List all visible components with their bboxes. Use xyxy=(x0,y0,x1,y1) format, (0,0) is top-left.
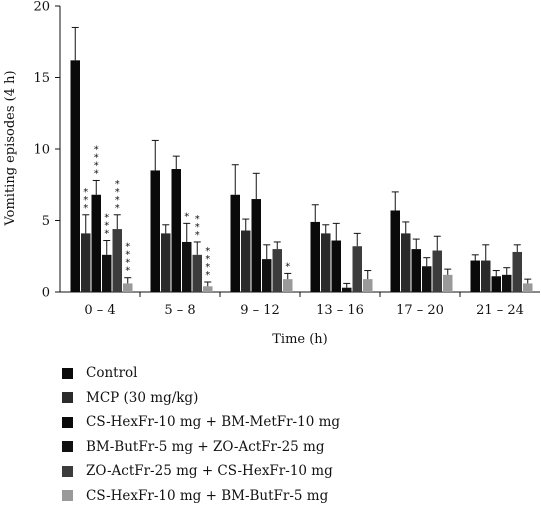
bar xyxy=(401,233,411,292)
legend-swatch xyxy=(62,441,73,452)
bar xyxy=(412,249,422,292)
bar xyxy=(492,276,502,292)
significance-marker: **** xyxy=(205,246,210,281)
x-axis-title: Time (h) xyxy=(272,332,328,347)
bar xyxy=(241,231,251,292)
bar xyxy=(481,261,491,292)
significance-marker: **** xyxy=(115,179,120,214)
bar xyxy=(422,266,432,292)
bar xyxy=(471,261,481,292)
bar xyxy=(161,233,171,292)
bar xyxy=(203,286,213,292)
significance-marker: *** xyxy=(104,213,109,240)
bar xyxy=(182,242,192,292)
legend-item: CS-HexFr-10 mg + BM-ButFr-5 mg xyxy=(62,484,340,508)
legend-item: BM-ButFr-5 mg + ZO-ActFr-25 mg xyxy=(62,435,340,460)
y-tick-label: 5 xyxy=(42,214,50,229)
legend-swatch xyxy=(62,392,73,403)
bar xyxy=(391,210,401,292)
legend-swatch xyxy=(62,466,73,477)
bar xyxy=(92,195,102,292)
legend-label: CS-HexFr-10 mg + BM-MetFr-10 mg xyxy=(86,414,340,430)
bar xyxy=(262,259,272,292)
bar xyxy=(342,288,352,292)
x-tick-label: 17 – 20 xyxy=(396,303,444,318)
legend-item: CS-HexFr-10 mg + BM-MetFr-10 mg xyxy=(62,410,340,435)
legend-label: CS-HexFr-10 mg + BM-ButFr-5 mg xyxy=(86,488,328,504)
legend-swatch xyxy=(62,490,73,501)
legend-label: ZO-ActFr-25 mg + CS-HexFr-10 mg xyxy=(86,463,333,479)
bar xyxy=(71,60,81,292)
bar xyxy=(332,241,342,292)
x-tick-label: 21 – 24 xyxy=(476,303,524,318)
significance-marker: * xyxy=(285,261,290,272)
bar xyxy=(151,170,161,292)
bar xyxy=(523,283,533,292)
legend-swatch xyxy=(62,417,73,428)
bar xyxy=(311,222,321,292)
bar xyxy=(502,275,512,292)
x-tick-label: 5 – 8 xyxy=(164,303,195,318)
significance-marker: *** xyxy=(195,214,200,241)
x-tick-label: 0 – 4 xyxy=(84,303,115,318)
bar xyxy=(433,251,443,292)
legend-label: Control xyxy=(86,365,137,381)
bar xyxy=(443,275,453,292)
legend-item: ZO-ActFr-25 mg + CS-HexFr-10 mg xyxy=(62,459,340,484)
legend-label: BM-ButFr-5 mg + ZO-ActFr-25 mg xyxy=(86,439,324,455)
x-tick-label: 13 – 16 xyxy=(316,303,364,318)
legend-item: Control xyxy=(62,361,340,386)
legend-label: MCP (30 mg/kg) xyxy=(86,390,198,406)
legend-swatch xyxy=(62,368,73,379)
bar xyxy=(321,233,331,292)
y-tick-label: 10 xyxy=(33,143,50,158)
significance-marker: *** xyxy=(83,187,88,214)
x-tick-label: 9 – 12 xyxy=(240,303,280,318)
bar xyxy=(283,279,293,292)
bar xyxy=(102,255,112,292)
bar xyxy=(513,252,523,292)
y-tick-label: 20 xyxy=(33,0,50,15)
bar xyxy=(81,233,91,292)
significance-marker: **** xyxy=(94,144,99,179)
y-tick-label: 15 xyxy=(33,71,50,86)
bar xyxy=(363,279,373,292)
bar xyxy=(252,199,262,292)
bar xyxy=(123,283,133,292)
bar xyxy=(193,255,203,292)
legend-item: MCP (30 mg/kg) xyxy=(62,386,340,411)
bar xyxy=(231,195,241,292)
y-axis-title: Vomiting episodes (4 h) xyxy=(3,70,18,226)
bar xyxy=(172,169,182,292)
y-tick-label: 0 xyxy=(42,286,50,301)
significance-marker: * xyxy=(184,211,189,222)
bar xyxy=(353,246,363,292)
legend: Control MCP (30 mg/kg) CS-HexFr-10 mg + BM… xyxy=(62,361,340,508)
bar xyxy=(273,249,283,292)
bar xyxy=(113,229,123,292)
significance-marker: **** xyxy=(125,242,130,277)
